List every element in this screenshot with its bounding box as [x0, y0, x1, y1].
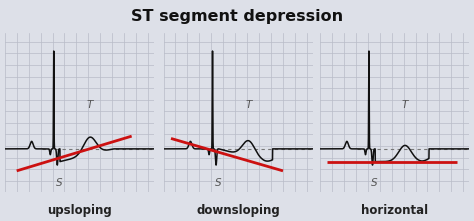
Text: ST segment depression: ST segment depression [131, 9, 343, 24]
Text: T: T [87, 99, 93, 110]
Text: T: T [402, 99, 408, 110]
Text: downsloping: downsloping [196, 204, 280, 217]
Text: S: S [56, 178, 63, 188]
Text: S: S [372, 178, 378, 188]
Text: upsloping: upsloping [47, 204, 112, 217]
Text: horizontal: horizontal [361, 204, 428, 217]
Text: T: T [246, 99, 252, 110]
Text: S: S [215, 178, 222, 188]
